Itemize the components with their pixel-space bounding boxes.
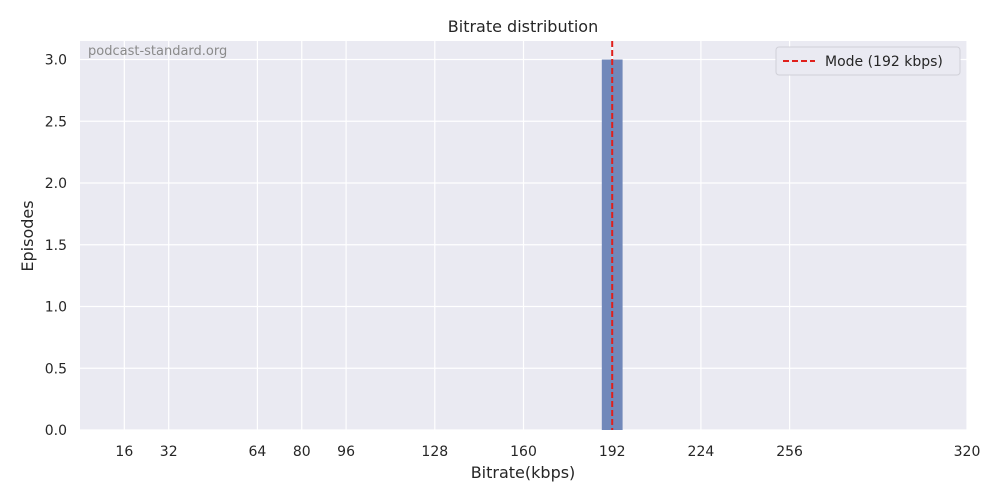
x-tick-label-160: 160 bbox=[510, 444, 537, 460]
y-tick-label-3.0: 3.0 bbox=[45, 53, 67, 69]
legend-mode-label: Mode (192 kbps) bbox=[825, 54, 943, 70]
legend-box bbox=[775, 46, 961, 76]
x-tick-labels: 16 32 64 80 96 128 160 192 224 256 320 bbox=[115, 444, 980, 460]
x-tick-label-320: 320 bbox=[954, 444, 981, 460]
x-tick-label-32: 32 bbox=[160, 444, 178, 460]
x-tick-label-64: 64 bbox=[248, 444, 266, 460]
x-tick-label-224: 224 bbox=[688, 444, 715, 460]
x-tick-label-128: 128 bbox=[421, 444, 448, 460]
y-tick-label-1.5: 1.5 bbox=[45, 238, 67, 254]
x-tick-label-16: 16 bbox=[115, 444, 133, 460]
x-tick-label-256: 256 bbox=[776, 444, 803, 460]
y-tick-label-0.0: 0.0 bbox=[45, 423, 67, 439]
y-tick-label-0.5: 0.5 bbox=[45, 361, 67, 377]
watermark-text: podcast-standard.org bbox=[88, 44, 227, 59]
x-tick-label-192: 192 bbox=[599, 444, 626, 460]
y-tick-labels: 0.0 0.5 1.0 1.5 2.0 2.5 3.0 bbox=[45, 53, 67, 439]
chart-title: Bitrate distribution bbox=[448, 17, 598, 36]
y-tick-label-2.5: 2.5 bbox=[45, 114, 67, 130]
y-tick-label-1.0: 1.0 bbox=[45, 300, 67, 316]
legend: Mode (192 kbps) bbox=[775, 46, 961, 76]
x-axis-label: Bitrate(kbps) bbox=[471, 463, 576, 482]
y-axis-label: Episodes bbox=[18, 200, 37, 271]
x-tick-label-80: 80 bbox=[293, 444, 311, 460]
y-tick-label-2.0: 2.0 bbox=[45, 176, 67, 192]
x-tick-label-96: 96 bbox=[337, 444, 355, 460]
